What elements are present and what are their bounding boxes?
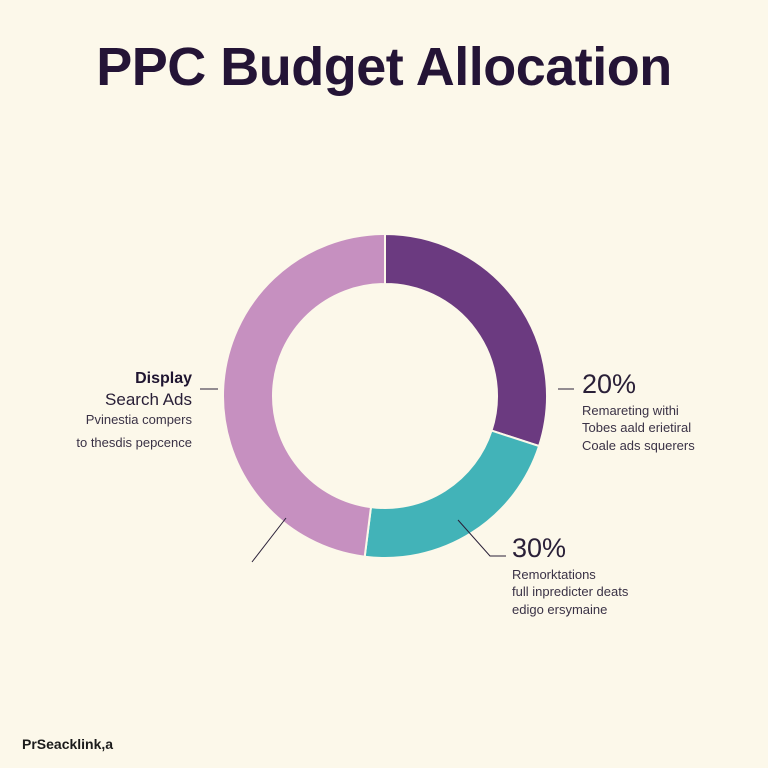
label-right-desc-2: Tobes aald erietiral: [582, 420, 692, 436]
label-left-name: Search Ads: [105, 390, 192, 409]
leader-line-lower-left: [251, 517, 287, 563]
label-bottom-desc-3: edigo ersymaine: [512, 601, 608, 617]
leader-lines: [200, 388, 574, 563]
label-left: Display Search Ads Pvinestia compers to …: [76, 369, 192, 451]
label-bottom-desc-1: Remorktations: [512, 566, 596, 582]
label-right-desc-3: Coale ads squerers: [582, 437, 695, 453]
leader-line-bottom: [457, 519, 506, 557]
label-right-desc-1: Remareting withi: [582, 402, 679, 418]
label-right-percent: 20%: [582, 369, 637, 399]
label-bottom-desc-2: full inpredicter deats: [512, 584, 629, 600]
donut-slices: [222, 232, 548, 559]
label-left-strong: Display: [135, 370, 192, 387]
label-left-desc-1: Pvinestia compers: [85, 412, 192, 428]
label-bottom-percent: 30%: [512, 533, 567, 563]
label-left-desc-2: to thesdis pepcence: [76, 434, 192, 450]
donut-slice-2: [222, 232, 386, 558]
label-right: 20% Remareting withi Tobes aald erietira…: [582, 368, 695, 454]
footer-brand: PrSeacklink,a: [22, 736, 114, 752]
label-bottom: 30% Remorktations full inpredicter deats…: [512, 532, 628, 618]
chart-title: PPC Budget Allocation: [96, 37, 672, 97]
donut-slice-0: [384, 232, 548, 448]
